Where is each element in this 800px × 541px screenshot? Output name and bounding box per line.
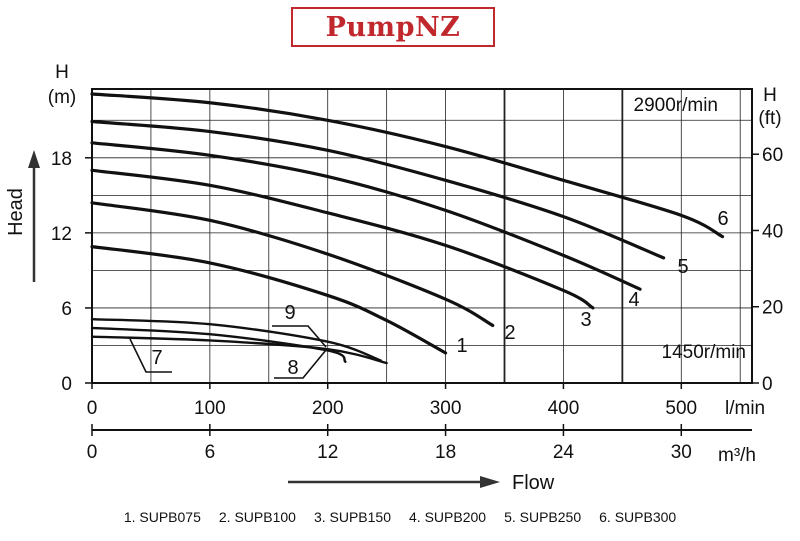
legend-item: 1. SUPB075 xyxy=(123,509,201,525)
series-label-4: 4 xyxy=(628,289,639,311)
series-label-7: 7 xyxy=(151,347,162,369)
plot-frame xyxy=(91,88,753,384)
legend-item: 2. SUPB100 xyxy=(218,509,296,525)
y-axis-title: Head xyxy=(5,188,27,236)
x-tick-label: 0 xyxy=(87,398,98,419)
x-unit-label: l/min xyxy=(725,398,765,419)
leader-line-8 xyxy=(274,349,327,379)
x-axis-title: Flow xyxy=(512,472,555,494)
series-line-8 xyxy=(90,326,347,363)
series-line-6 xyxy=(90,92,725,239)
series-label-2: 2 xyxy=(504,322,515,344)
y2-tick-label: 20 xyxy=(762,298,783,319)
legend-item: 4. SUPB200 xyxy=(409,509,487,525)
series-line-4 xyxy=(90,141,642,291)
x-tick-label: 300 xyxy=(430,398,462,419)
series-line-1 xyxy=(90,245,448,355)
y-unit-bottom: (m) xyxy=(48,87,76,108)
brand-logo-text: PumpNZ xyxy=(325,11,461,43)
series-label-9: 9 xyxy=(284,302,295,324)
y2-unit-top: H xyxy=(763,85,777,106)
y-tick-label: 0 xyxy=(61,374,72,395)
x2-tick-label: 18 xyxy=(435,442,456,463)
x2-tick-label: 0 xyxy=(87,442,98,463)
brand-logo: PumpNZ xyxy=(291,7,495,47)
x2-tick-label: 30 xyxy=(671,442,692,463)
y-unit-top: H xyxy=(55,62,69,83)
series-label-8: 8 xyxy=(287,357,298,379)
series-line-9 xyxy=(90,317,382,362)
y2-unit-bottom: (ft) xyxy=(758,108,781,129)
y2-tick-label: 0 xyxy=(762,374,773,395)
y2-tick-label: 40 xyxy=(762,221,783,242)
y-tick-label: 12 xyxy=(51,224,72,245)
x2-tick-label: 24 xyxy=(553,442,575,463)
speed-label-1450: 1450r/min xyxy=(662,342,747,363)
series-line-5 xyxy=(90,119,666,260)
series-label-3: 3 xyxy=(580,309,591,331)
x2-unit-label: m³/h xyxy=(718,445,756,466)
x-tick-label: 100 xyxy=(194,398,226,419)
x-tick-label: 500 xyxy=(665,398,697,419)
flow-arrowhead xyxy=(480,476,500,488)
legend-item: 6. SUPB300 xyxy=(599,509,677,525)
leader-line-7 xyxy=(129,338,172,373)
legend-item: 3. SUPB150 xyxy=(313,509,391,525)
model-legend: 1. SUPB075 2. SUPB100 3. SUPB150 4. SUPB… xyxy=(0,509,800,525)
x-tick-label: 400 xyxy=(548,398,580,419)
x2-tick-label: 12 xyxy=(317,442,338,463)
series-label-6: 6 xyxy=(717,208,728,230)
series-line-2 xyxy=(90,201,495,328)
leader-line-9 xyxy=(272,325,327,348)
series-label-5: 5 xyxy=(677,256,688,278)
series-line-7 xyxy=(90,335,388,365)
x-tick-label: 200 xyxy=(312,398,344,419)
y-tick-label: 6 xyxy=(61,299,72,320)
series-line-3 xyxy=(90,168,595,310)
speed-label-2900: 2900r/min xyxy=(634,95,719,116)
y2-tick-label: 60 xyxy=(762,145,783,166)
y-tick-label: 18 xyxy=(51,149,72,170)
x2-tick-label: 6 xyxy=(205,442,216,463)
series-label-1: 1 xyxy=(456,335,467,357)
y-axis-arrowhead xyxy=(28,150,40,168)
legend-item: 5. SUPB250 xyxy=(504,509,582,525)
